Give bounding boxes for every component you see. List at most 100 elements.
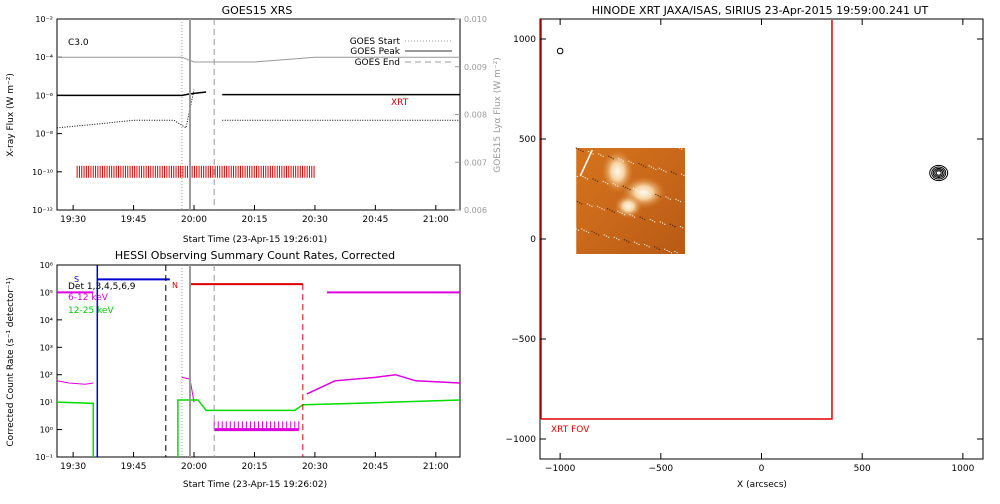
xrt-speckle: [582, 150, 584, 153]
xrt-speckle: [659, 221, 661, 223]
hessi-x-tick-label: 20:45: [362, 462, 388, 472]
xrt-speckle: [584, 177, 586, 179]
xrt-speckle: [654, 246, 656, 248]
xrt-x-tick-label: 0: [759, 464, 765, 474]
xrt-speckle: [667, 197, 669, 199]
xrt-speckle: [592, 178, 594, 180]
xrt-speckle: [581, 228, 583, 230]
hessi-y-tick-label: 10⁴: [40, 316, 53, 325]
goes-annotation: C3.0: [68, 38, 89, 48]
xrt-speckle: [682, 227, 684, 229]
xrt-speckle: [681, 173, 683, 175]
xrt-speckle: [612, 183, 614, 185]
xrt-speckle: [605, 235, 608, 237]
xrt-speckle: [623, 239, 626, 241]
hessi-6-12-series: [181, 376, 195, 403]
xrt-speckle: [576, 200, 578, 203]
xrt-speckle: [604, 181, 606, 184]
goes-y-tick-label: 10⁻⁴: [35, 53, 53, 62]
goes-series: [56, 19, 460, 210]
xrt-speckle: [630, 161, 632, 163]
xrt-speckle: [678, 147, 680, 149]
hessi-y-tick-label: 10¹: [40, 398, 53, 407]
xrt-speckle: [638, 243, 640, 246]
xrt-speckle: [641, 217, 643, 219]
goes-y2-ticks: 0.010 0.009 0.008 0.007 0.006: [455, 15, 487, 215]
hessi-6-12-series: [56, 380, 94, 385]
xrt-speckle: [675, 173, 677, 175]
xrt-y-ticks: 1000 500 0 −500 −1000: [506, 35, 983, 445]
xrt-speckle: [607, 183, 609, 185]
goes-title: GOES15 XRS: [222, 4, 293, 17]
xrt-speckle: [591, 205, 593, 207]
xrt-speckle: [587, 231, 590, 234]
goes-y2-tick-label: 0.006: [464, 206, 487, 215]
xrt-speckle: [663, 170, 665, 172]
xrt-hessi-contour: [934, 169, 944, 177]
xrt-speckle: [659, 196, 661, 198]
xrt-speckle: [649, 218, 651, 221]
xrt-speckle: [602, 155, 604, 157]
xrt-speckle: [577, 229, 580, 231]
goes-x-ticks: 19:30 19:45 20:00 20:15 20:30 20:45 21:00: [60, 205, 449, 225]
hessi-6-12-series: [306, 373, 461, 395]
xrt-speckle: [603, 234, 605, 236]
goes-x-tick-label: 20:15: [242, 215, 268, 225]
xrt-fov-edge: [541, 20, 833, 420]
xrt-speckle: [596, 180, 599, 182]
goes-xray-long-series: [57, 91, 207, 97]
hessi-flag-n: N: [172, 281, 178, 290]
xrt-speckle: [618, 158, 620, 160]
xrt-speckle: [664, 248, 666, 250]
hessi-x-tick-label: 20:15: [242, 462, 268, 472]
xrt-speckle: [652, 167, 655, 169]
hessi-det-label: Det 1,3,4,5,6,9: [68, 282, 136, 292]
xrt-speckle: [647, 192, 649, 194]
xrt-speckle: [595, 233, 598, 235]
hessi-x-tick-label: 19:30: [60, 462, 86, 472]
goes-xrt-label: XRT: [391, 98, 409, 108]
xrt-speckle: [579, 202, 581, 204]
xrt-speckle: [638, 162, 640, 165]
xrt-speckle: [661, 222, 664, 224]
hessi-y-tick-label: 10³: [40, 343, 53, 352]
xrt-speckle: [679, 200, 682, 203]
xrt-speckle: [591, 230, 593, 232]
xrt-speckle: [602, 180, 604, 182]
goes-y2label: GOES15 Lyα Flux (W m⁻²): [493, 57, 503, 173]
xrt-speckle: [657, 195, 659, 197]
hessi-x-tick-label: 20:30: [302, 462, 328, 472]
xrt-hessi-contour: [935, 170, 942, 176]
xrt-speckle: [656, 247, 658, 249]
xrt-speckle: [669, 223, 672, 225]
xrt-speckle: [590, 152, 592, 154]
hessi-ylabel: Corrected Count Rate (s⁻¹ detector⁻¹): [6, 277, 16, 446]
goes-panel: GOES15 XRS C3.0 XRT GOES Start GOES Peak…: [6, 4, 503, 245]
xrt-x-tick-label: 1000: [951, 464, 974, 474]
xrt-speckle: [585, 230, 587, 232]
xrt-speckle: [664, 223, 666, 225]
xrt-x-tick-label: −500: [648, 464, 673, 474]
goes-x-tick-label: 20:45: [362, 215, 388, 225]
xrt-y-tick-label: 1000: [513, 35, 536, 45]
xrt-speckle: [586, 203, 589, 205]
xrt-xlabel: X (arcsecs): [737, 480, 787, 490]
xrt-solar-image: [575, 147, 685, 254]
xrt-speckle: [587, 150, 590, 153]
legend-goes-start: GOES Start: [350, 37, 401, 47]
xrt-hessi-contour: [929, 164, 949, 182]
xrt-speckle: [650, 166, 652, 168]
xrt-speckle: [609, 209, 611, 211]
xrt-x-tick-label: −1000: [545, 464, 576, 474]
goes-y2-tick-label: 0.008: [464, 111, 487, 120]
xrt-speckle: [580, 149, 582, 151]
xrt-speckle: [622, 185, 624, 187]
xrt-speckle: [673, 172, 675, 174]
xrt-limb-marker: [556, 47, 564, 55]
goes-x-tick-label: 21:00: [423, 215, 449, 225]
hessi-xlabel: Start Time (23-Apr-15 19:26:02): [183, 480, 327, 490]
goes-x-tick-label: 20:00: [181, 215, 207, 225]
xrt-speckle: [660, 168, 663, 171]
